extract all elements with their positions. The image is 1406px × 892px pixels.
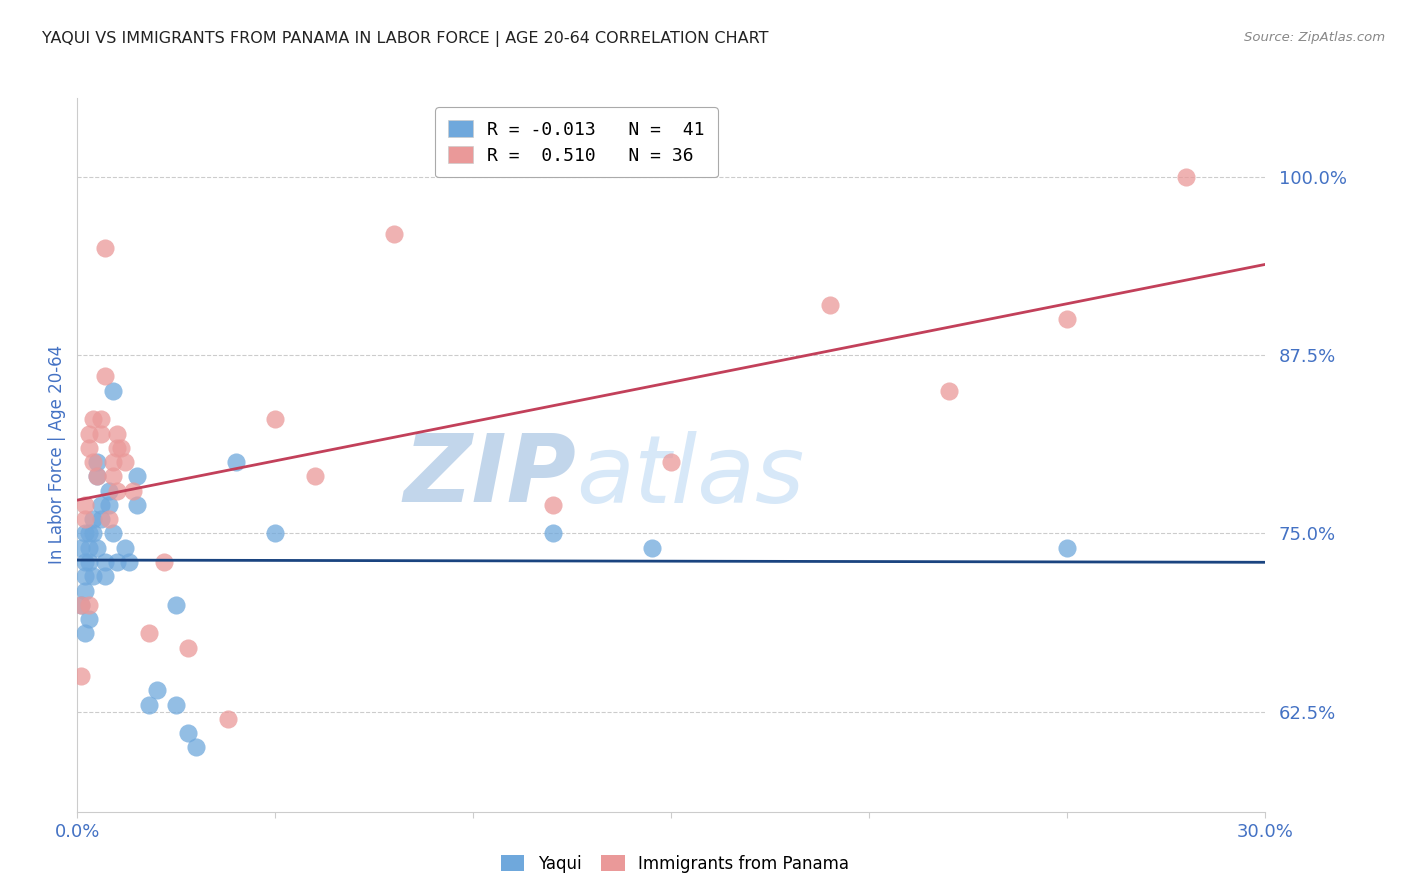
Point bbox=[110, 441, 132, 455]
Point bbox=[70, 598, 93, 612]
Point bbox=[541, 498, 564, 512]
Point bbox=[177, 640, 200, 655]
Point bbox=[90, 412, 112, 426]
Point bbox=[105, 483, 128, 498]
Point bbox=[105, 426, 128, 441]
Point bbox=[264, 526, 287, 541]
Point bbox=[165, 698, 187, 712]
Point bbox=[82, 512, 104, 526]
Point bbox=[101, 455, 124, 469]
Point bbox=[82, 412, 104, 426]
Point bbox=[70, 669, 93, 683]
Point bbox=[121, 483, 143, 498]
Point bbox=[114, 455, 136, 469]
Point bbox=[153, 555, 176, 569]
Point bbox=[77, 555, 100, 569]
Point bbox=[125, 469, 148, 483]
Point bbox=[77, 541, 100, 555]
Point bbox=[177, 726, 200, 740]
Point bbox=[86, 455, 108, 469]
Point bbox=[264, 412, 287, 426]
Point bbox=[94, 369, 117, 384]
Point bbox=[98, 512, 121, 526]
Point bbox=[1056, 541, 1078, 555]
Point bbox=[125, 498, 148, 512]
Point bbox=[77, 598, 100, 612]
Point bbox=[818, 298, 841, 312]
Point bbox=[90, 512, 112, 526]
Y-axis label: In Labor Force | Age 20-64: In Labor Force | Age 20-64 bbox=[48, 345, 66, 565]
Point bbox=[98, 483, 121, 498]
Point bbox=[118, 555, 141, 569]
Point bbox=[94, 555, 117, 569]
Text: Source: ZipAtlas.com: Source: ZipAtlas.com bbox=[1244, 31, 1385, 45]
Legend: R = -0.013   N =  41, R =  0.510   N = 36: R = -0.013 N = 41, R = 0.510 N = 36 bbox=[434, 107, 717, 178]
Point bbox=[138, 626, 160, 640]
Point bbox=[101, 526, 124, 541]
Point bbox=[77, 526, 100, 541]
Point bbox=[94, 569, 117, 583]
Point bbox=[90, 426, 112, 441]
Point bbox=[304, 469, 326, 483]
Point bbox=[75, 555, 97, 569]
Text: ZIP: ZIP bbox=[404, 430, 576, 523]
Point bbox=[145, 683, 167, 698]
Point bbox=[75, 569, 97, 583]
Point bbox=[165, 598, 187, 612]
Point bbox=[225, 455, 247, 469]
Point bbox=[77, 612, 100, 626]
Point bbox=[70, 598, 93, 612]
Point bbox=[541, 526, 564, 541]
Point bbox=[186, 740, 208, 755]
Point bbox=[640, 541, 662, 555]
Point bbox=[217, 712, 239, 726]
Legend: Yaqui, Immigrants from Panama: Yaqui, Immigrants from Panama bbox=[495, 848, 855, 880]
Point bbox=[86, 469, 108, 483]
Point bbox=[938, 384, 960, 398]
Text: atlas: atlas bbox=[576, 431, 804, 522]
Point bbox=[75, 526, 97, 541]
Point bbox=[75, 498, 97, 512]
Point bbox=[1056, 312, 1078, 326]
Point bbox=[101, 469, 124, 483]
Point bbox=[75, 626, 97, 640]
Point bbox=[82, 526, 104, 541]
Point bbox=[661, 455, 683, 469]
Point bbox=[86, 469, 108, 483]
Point bbox=[77, 441, 100, 455]
Point bbox=[82, 455, 104, 469]
Point bbox=[70, 541, 93, 555]
Point bbox=[82, 569, 104, 583]
Text: YAQUI VS IMMIGRANTS FROM PANAMA IN LABOR FORCE | AGE 20-64 CORRELATION CHART: YAQUI VS IMMIGRANTS FROM PANAMA IN LABOR… bbox=[42, 31, 769, 47]
Point bbox=[105, 441, 128, 455]
Point bbox=[101, 384, 124, 398]
Point bbox=[77, 426, 100, 441]
Point bbox=[1175, 169, 1198, 184]
Point bbox=[114, 541, 136, 555]
Point bbox=[105, 555, 128, 569]
Point bbox=[94, 241, 117, 255]
Point bbox=[75, 512, 97, 526]
Point bbox=[98, 498, 121, 512]
Point bbox=[90, 498, 112, 512]
Point bbox=[86, 541, 108, 555]
Point bbox=[382, 227, 405, 241]
Point bbox=[75, 583, 97, 598]
Point bbox=[138, 698, 160, 712]
